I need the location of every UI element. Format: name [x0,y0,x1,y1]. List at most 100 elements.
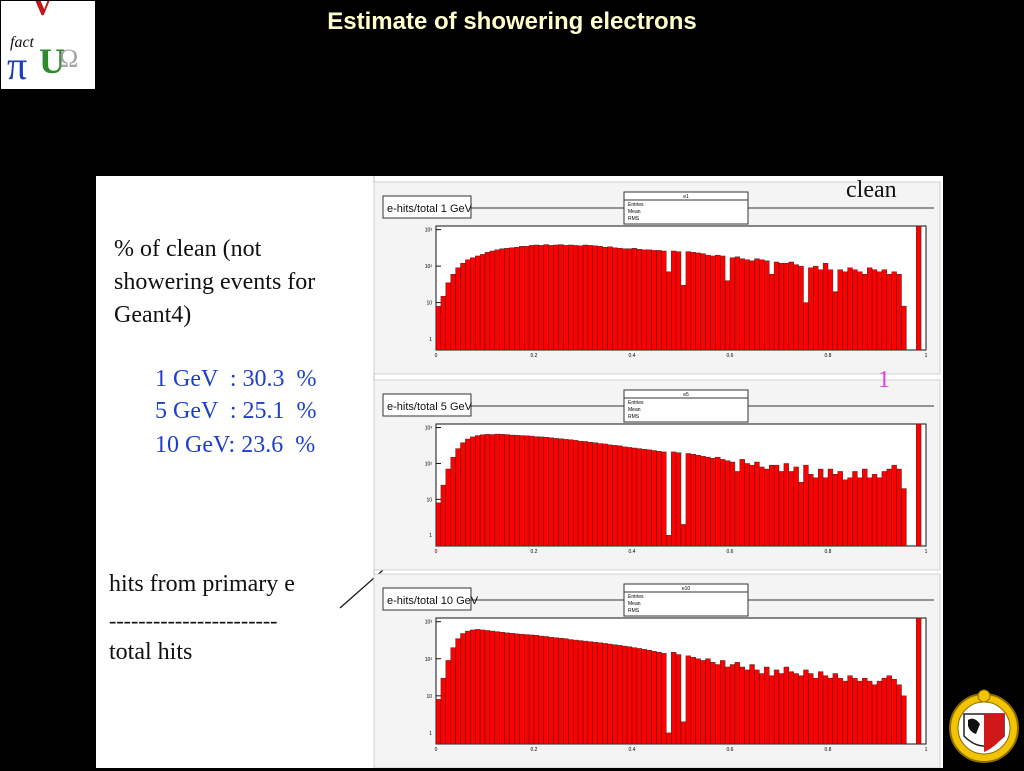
logo-glyph-pi: π [7,43,27,88]
panel-3-bar [666,732,672,745]
panel-1-bar [901,305,907,351]
panel-1-bar [729,257,736,351]
panel-2-bar [881,471,888,547]
panel-3-bar [612,644,618,745]
panel-2-bar [764,468,770,547]
panel-3-bar [764,666,770,745]
panel-1-title: e-hits/total 1 GeV [387,203,473,215]
panel-1-bar [690,252,696,351]
panel-1-y-tick-label-2: 10² [425,264,433,270]
panel-2-title-box [382,393,472,417]
panel-3-bar [641,649,647,745]
university-seal [946,686,1022,766]
panel-1-bar [822,263,829,351]
panel-1-bar [783,263,790,351]
panel-2-bar [440,484,446,547]
panel-3-bar [798,675,804,745]
panel-3-bar [543,636,549,745]
panel-3-bar [528,634,535,745]
panel-3-x-tick-label-3: 0.6 [727,747,734,753]
panel-3-stats-row-1: Entries [628,594,644,600]
panel-1-stats-box [623,191,749,225]
panel-2-bar [533,436,540,547]
clean-description-line-2: showering events for [114,269,316,295]
panel-3-bar [494,631,500,745]
panel-1-bar [636,249,643,351]
panel-3-bar [607,643,613,745]
panel-1-bar [597,246,603,351]
panel-2-bar [720,459,726,547]
panel-1-bar [852,269,858,351]
panel-3-bar [783,666,790,745]
panel-1-bar [675,251,682,351]
panel-2-clean-bar [916,423,922,547]
panel-1-bar [813,265,819,351]
panel-1-bar [871,269,878,351]
panel-3-bar [626,646,633,745]
panel-2-bar [862,468,868,547]
panel-1-bar [710,255,716,351]
panel-2-bar [818,468,824,547]
panel-1-bar [793,264,799,351]
panel-1-bar [881,269,888,351]
panel-3-bar [622,645,628,745]
panel-1-bar [734,256,741,351]
panel-3-bar [847,675,853,745]
panel-2-bar [582,441,589,547]
panel-1-bar [465,259,471,351]
panel-2-x-tick-label-5: 1 [925,549,928,555]
panel-2-bar [729,461,736,547]
panel-2-bar [445,468,451,547]
panel-1-bar [587,245,593,351]
panel-3-bar [577,640,584,745]
panel-3-bar [837,677,843,745]
panel-2-bar [626,447,633,547]
panel-3-title: e-hits/total 10 GeV [387,595,479,607]
panel-1-bar [592,245,598,351]
panel-2-bar [754,461,760,547]
panel-2-bar [788,471,794,547]
panel-1-bar [803,302,809,351]
panel-3-bar [793,673,799,745]
panel-1-bar [445,282,451,351]
panel-2-bar [568,439,574,547]
panel-1-stats-row-3: RMS [628,216,640,222]
panel-3-bar [465,630,471,745]
panel-3-bar [862,677,868,745]
panel-1-bar [671,250,677,351]
panel-3-x-tick-label-2: 0.4 [629,747,636,753]
panel-2-bar [641,448,647,547]
panel-3-bar [832,673,839,745]
panel-3-bar [813,677,819,745]
panel-3-bar [754,669,760,745]
panel-2-bar [739,459,745,547]
panel-1-bar [778,263,785,351]
panel-3-bar [651,651,657,745]
percentage-5gev: 5 GeV : 25.1 % [155,398,317,424]
panel-2-bar [656,450,662,547]
panel-1-bar [475,255,481,351]
logo-glyph-v: V [31,1,54,22]
panel-2-bar [548,437,554,547]
panel-2-bar [607,444,613,547]
panel-1-bar [862,274,868,351]
panel-2-bar [871,474,878,547]
panel-3-bar [822,675,829,745]
panel-2-bar [514,435,520,547]
panel-1-bar [896,274,902,351]
panel-2-bar [617,445,623,547]
panel-3-bar [631,647,638,745]
panel-2-bar [538,436,544,547]
panel-1-bar [622,248,628,351]
panel-1-bar [886,274,892,351]
panel-1-bar [568,244,574,351]
panel-1-bar [700,253,706,351]
panel-3-bar [455,638,461,745]
panel-3-bar [744,669,750,745]
panel-2-bar [666,535,672,547]
panel-2-bar [524,435,530,547]
panel-2-bar [749,464,755,547]
panel-1-bar [626,248,633,351]
panel-3-y-tick-label-0: 1 [429,731,432,737]
panel-2-x-tick-label-4: 0.8 [825,549,832,555]
